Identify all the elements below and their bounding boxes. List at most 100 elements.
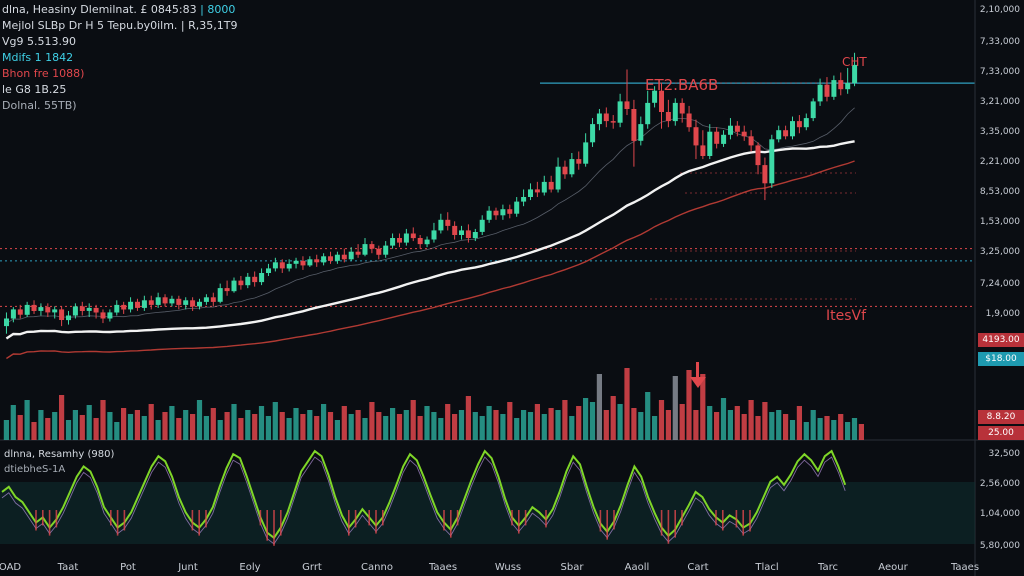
volume-bar — [596, 374, 602, 440]
candle-body — [4, 318, 9, 327]
candle-body — [328, 256, 333, 261]
candle-body — [562, 166, 568, 175]
candle-body — [114, 304, 120, 313]
candle-body — [500, 209, 506, 216]
oscillator-signal-line — [1, 456, 846, 545]
candle-body — [376, 248, 382, 255]
header-line-5: Bhon fre 1088) — [2, 67, 85, 80]
volume-bar — [52, 412, 58, 440]
volume-bar — [617, 404, 623, 440]
candle-body — [679, 102, 685, 114]
volume-bar — [169, 406, 175, 440]
volume-bar — [507, 402, 513, 440]
candle-body — [438, 219, 444, 231]
candle-body — [459, 230, 464, 235]
volume-bar — [479, 416, 485, 440]
volume-bar — [24, 400, 30, 440]
volume-bar — [541, 414, 547, 440]
volume-bar — [148, 404, 154, 440]
volume-bar — [755, 416, 761, 440]
candlesticks — [4, 52, 858, 334]
volume-bar — [624, 368, 630, 440]
oscillator-title: dlnna, Resamhy (980) — [4, 449, 114, 460]
volume-bar — [610, 396, 616, 440]
candle-body — [197, 301, 202, 307]
volume-bar — [776, 410, 782, 440]
header-line-7: Dolnal. 55TB) — [2, 99, 77, 112]
candle-body — [190, 300, 196, 307]
volume-bar — [190, 414, 196, 440]
candle-body — [24, 304, 30, 315]
candle-body — [52, 309, 58, 313]
volume-bars — [3, 368, 864, 440]
candle-body — [72, 306, 78, 316]
chart-header: dlna, Heasiny Dlemilnat. £ 0845:83 | 800… — [2, 2, 237, 114]
volume-bar — [362, 418, 368, 440]
candle-body — [590, 124, 596, 143]
candle-body — [431, 230, 437, 240]
right-axis-label: 3,35,000 — [980, 127, 1020, 137]
volume-bar — [500, 414, 506, 440]
volume-bar — [279, 412, 285, 440]
candle-body — [810, 101, 816, 119]
volume-bar — [638, 412, 644, 440]
candle-body — [486, 210, 492, 220]
volume-bar — [679, 404, 685, 440]
volume-bar — [258, 406, 265, 440]
candle-body — [272, 262, 278, 269]
volume-bar — [252, 414, 258, 440]
candle-body — [210, 297, 216, 302]
volume-bar — [589, 402, 596, 440]
candle-body — [59, 309, 65, 320]
candle-body — [286, 263, 292, 269]
volume-bar — [245, 410, 251, 440]
right-axis-label: 7,33,000 — [980, 37, 1020, 47]
volume-bar — [493, 410, 499, 440]
volume-bar — [817, 418, 823, 440]
volume-bar — [445, 404, 451, 440]
volume-bar — [355, 410, 361, 440]
candle-body — [838, 80, 844, 90]
candle-body — [121, 304, 127, 310]
volume-bar — [410, 400, 416, 440]
price-tag-red-upper: 4193.00 — [978, 333, 1024, 347]
volume-bar — [658, 400, 665, 440]
header-line-2: Mejlol SLBp Dr H 5 Tepu.by0ilm. | R,35,1… — [2, 19, 238, 32]
candle-body — [141, 300, 147, 308]
candle-body — [410, 233, 416, 239]
candle-body — [728, 125, 733, 135]
volume-bar — [748, 400, 754, 440]
x-axis-label: Sbar — [561, 562, 585, 573]
volume-bar — [452, 414, 458, 440]
candle-body — [645, 102, 651, 125]
volume-bar — [548, 408, 554, 440]
candle-body — [424, 239, 430, 245]
candle-body — [93, 307, 99, 313]
candle-body — [390, 238, 396, 246]
candle-body — [652, 90, 658, 103]
right-axis-label: 7,24,000 — [980, 279, 1020, 289]
candle-body — [714, 131, 720, 144]
right-axis-label: 7,33,000 — [980, 67, 1020, 77]
volume-bar — [383, 416, 389, 440]
volume-bar — [845, 422, 851, 440]
volume-bar — [272, 402, 278, 440]
volume-bar — [783, 414, 789, 440]
x-axis-label: Junt — [177, 562, 198, 573]
candle-body — [783, 130, 789, 137]
volume-bar — [527, 412, 534, 440]
mid-annotation: ItesVf — [826, 308, 867, 324]
volume-bar — [424, 406, 430, 440]
volume-bar — [465, 396, 471, 440]
candle-body — [534, 189, 540, 193]
candle-body — [479, 219, 485, 232]
candle-body — [528, 189, 533, 197]
candle-body — [817, 84, 823, 102]
candle-body — [183, 300, 189, 305]
right-axis-label: 2,21,000 — [980, 157, 1020, 167]
candle-body — [66, 315, 71, 321]
volume-bar — [314, 416, 320, 440]
price-tag-cyan: $18.00 — [978, 352, 1024, 366]
candle-body — [803, 118, 809, 128]
right-axis-label: 3,21,000 — [980, 97, 1020, 107]
